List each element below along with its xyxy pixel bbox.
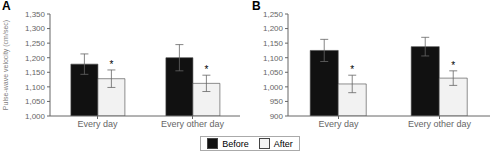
svg-text:1,350: 1,350 xyxy=(25,10,46,19)
svg-text:1,000: 1,000 xyxy=(263,83,284,92)
svg-text:1,250: 1,250 xyxy=(263,10,284,19)
svg-text:Every day: Every day xyxy=(318,119,359,129)
html-text:A: A xyxy=(2,0,11,13)
svg-text:Pulse-wave velocity (cm/sec): Pulse-wave velocity (cm/sec) xyxy=(8,20,10,110)
svg-text:1,250: 1,250 xyxy=(25,39,46,48)
svg-text:*: * xyxy=(204,64,208,75)
svg-text:1,150: 1,150 xyxy=(25,68,46,77)
html-text:Before: Before xyxy=(222,138,249,149)
svg-text:*: * xyxy=(451,60,455,71)
svg-text:1,100: 1,100 xyxy=(25,83,46,92)
svg-text:Every other day: Every other day xyxy=(161,119,225,129)
svg-text:900: 900 xyxy=(270,112,284,121)
svg-text:1,150: 1,150 xyxy=(263,39,284,48)
svg-text:950: 950 xyxy=(270,97,284,106)
svg-text:1,200: 1,200 xyxy=(25,54,46,63)
svg-text:*: * xyxy=(109,59,113,70)
svg-text:Every day: Every day xyxy=(77,119,118,129)
svg-text:Every other day: Every other day xyxy=(408,119,472,129)
svg-text:1,300: 1,300 xyxy=(25,24,46,33)
svg-text:*: * xyxy=(350,64,354,75)
html-text:After: After xyxy=(273,138,293,149)
html-text:B: B xyxy=(252,0,261,13)
svg-text:1,000: 1,000 xyxy=(25,112,46,121)
svg-text:1,050: 1,050 xyxy=(25,97,46,106)
svg-text:1,050: 1,050 xyxy=(263,68,284,77)
svg-text:1,200: 1,200 xyxy=(263,24,284,33)
svg-text:1,100: 1,100 xyxy=(263,54,284,63)
